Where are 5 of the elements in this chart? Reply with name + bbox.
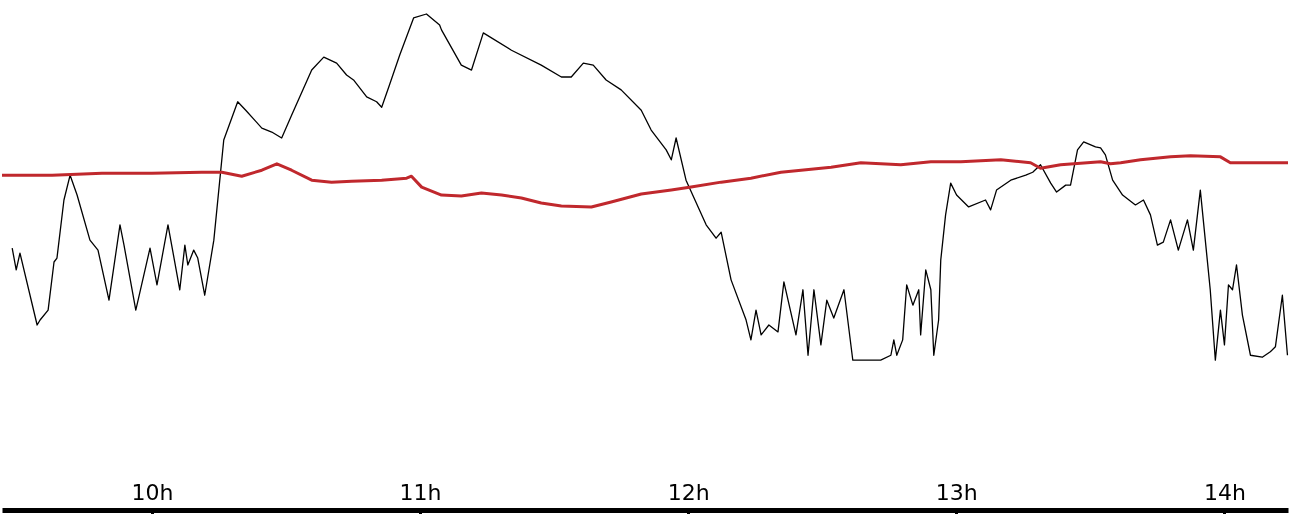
x-tick-label: 13h [935, 479, 978, 505]
x-tick-label: 10h [131, 479, 174, 505]
x-tick-label: 12h [667, 479, 710, 505]
x-tick-label: 11h [399, 479, 442, 505]
x-tick-label: 14h [1203, 479, 1246, 505]
